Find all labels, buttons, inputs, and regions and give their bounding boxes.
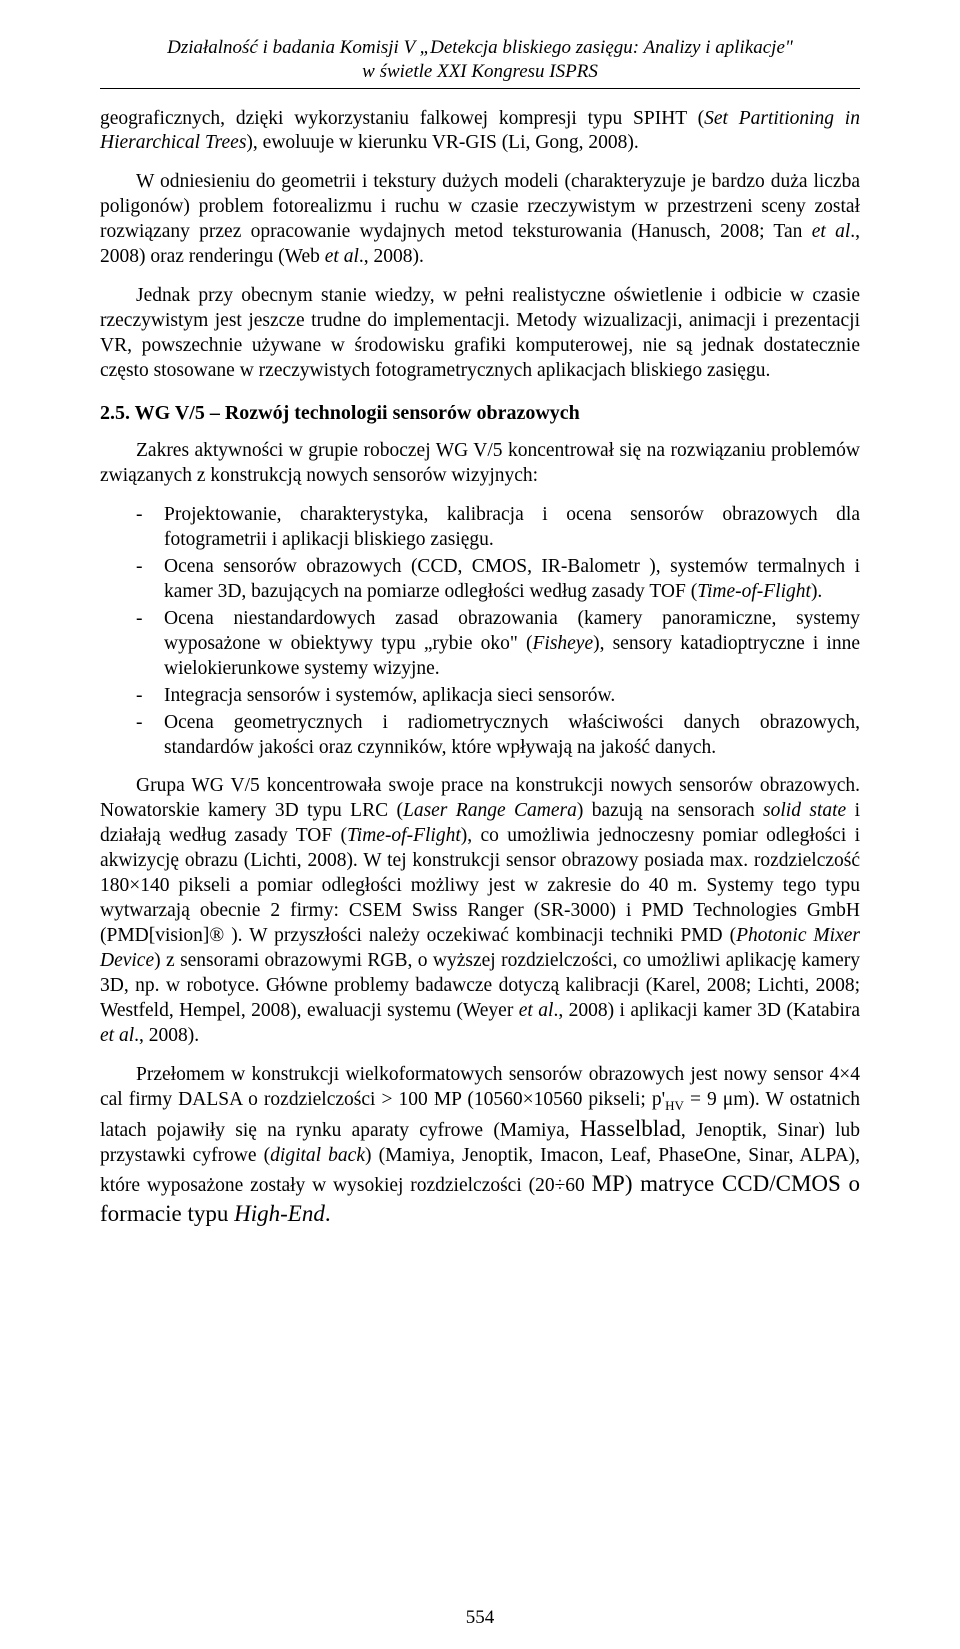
document-page: Działalność i badania Komisji V „Detekcj… <box>0 0 960 1649</box>
text: ., 2008) i aplikacji kamer 3D (Katabira <box>553 1000 860 1021</box>
list-item: Ocena niestandardowych zasad obrazowania… <box>100 607 860 682</box>
paragraph-3: Jednak przy obecnym stanie wiedzy, w peł… <box>100 284 860 384</box>
section-heading: 2.5. WG V/5 – Rozwój technologii sensoró… <box>100 402 860 425</box>
text: ., 2008). <box>134 1025 199 1046</box>
text: . <box>325 1201 331 1226</box>
text-italic: et al <box>100 1025 134 1046</box>
text-italic: et al <box>325 246 359 267</box>
list-item: Projektowanie, charakterystyka, kalibrac… <box>100 503 860 553</box>
text-italic: et al <box>812 221 851 242</box>
page-header: Działalność i badania Komisji V „Detekcj… <box>100 36 860 89</box>
text: ) bazują na sensorach <box>577 800 763 821</box>
header-line-2: w świetle XXI Kongresu ISPRS <box>362 61 598 82</box>
text: ), ewoluuje w kierunku VR-GIS (Li, Gong,… <box>246 132 638 153</box>
subscript: HV <box>665 1098 684 1113</box>
text-large: Hasselblad <box>580 1116 681 1141</box>
text-italic: Laser Range Camera <box>403 800 577 821</box>
list-item: Ocena sensorów obrazowych (CCD, CMOS, IR… <box>100 555 860 605</box>
paragraph-1: geograficznych, dzięki wykorzystaniu fal… <box>100 107 860 157</box>
paragraph-6: Przełomem w konstrukcji wielkoformatowyc… <box>100 1063 860 1229</box>
paragraph-2: W odniesieniu do geometrii i tekstury du… <box>100 170 860 270</box>
paragraph-5: Grupa WG V/5 koncentrowała swoje prace n… <box>100 774 860 1048</box>
text-italic: et al <box>519 1000 554 1021</box>
text-italic: Time-of-Flight <box>697 581 811 602</box>
text-italic: solid state <box>763 800 846 821</box>
text-italic: Time-of-Flight <box>347 825 461 846</box>
text: geograficznych, dzięki wykorzystaniu fal… <box>100 108 704 129</box>
bullet-list: Projektowanie, charakterystyka, kalibrac… <box>100 503 860 761</box>
text-italic: digital back <box>270 1145 365 1166</box>
text-italic: Fisheye <box>532 633 593 654</box>
header-line-1: Działalność i badania Komisji V „Detekcj… <box>167 37 793 58</box>
paragraph-4: Zakres aktywności w grupie roboczej WG V… <box>100 439 860 489</box>
page-number: 554 <box>0 1607 960 1629</box>
text: W odniesieniu do geometrii i tekstury du… <box>100 171 860 242</box>
text: ). <box>811 581 822 602</box>
list-item: Integracja sensorów i systemów, aplikacj… <box>100 684 860 709</box>
list-item: Ocena geometrycznych i radiometrycznych … <box>100 711 860 761</box>
text-large-italic: High-End <box>234 1201 325 1226</box>
text: ., 2008). <box>359 246 424 267</box>
